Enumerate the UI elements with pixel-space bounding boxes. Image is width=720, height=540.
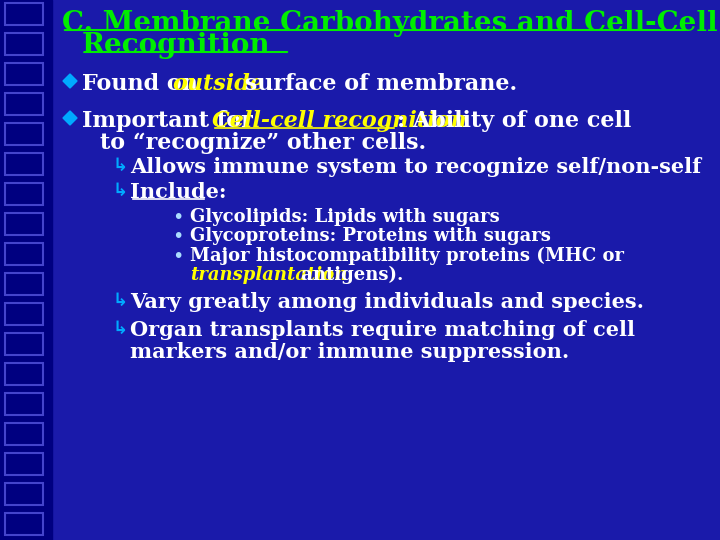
Bar — [5, 393, 43, 415]
Text: markers and/or immune suppression.: markers and/or immune suppression. — [130, 342, 570, 362]
Text: transplantation: transplantation — [190, 266, 347, 284]
Text: Organ transplants require matching of cell: Organ transplants require matching of ce… — [130, 320, 635, 340]
Text: Glycolipids: Lipids with sugars: Glycolipids: Lipids with sugars — [190, 208, 500, 226]
Text: Important for: Important for — [82, 110, 261, 132]
Text: outside: outside — [172, 73, 264, 95]
Bar — [5, 63, 43, 85]
Bar — [5, 423, 43, 445]
Text: ↳: ↳ — [112, 157, 127, 175]
Text: Glycoproteins: Proteins with sugars: Glycoproteins: Proteins with sugars — [190, 227, 551, 245]
Bar — [5, 93, 43, 115]
Text: Found on: Found on — [82, 73, 206, 95]
Bar — [5, 453, 43, 475]
Text: Cell-cell recognition: Cell-cell recognition — [212, 110, 467, 132]
Bar — [5, 3, 43, 25]
Text: Major histocompatibility proteins (MHC or: Major histocompatibility proteins (MHC o… — [190, 247, 624, 265]
Text: Allows immune system to recognize self/non-self: Allows immune system to recognize self/n… — [130, 157, 701, 177]
Bar — [0, 0, 52, 540]
Bar — [5, 123, 43, 145]
Bar — [5, 213, 43, 235]
Text: ↳: ↳ — [112, 292, 127, 310]
Bar — [5, 183, 43, 205]
Text: C. Membrane Carbohydrates and Cell-Cell: C. Membrane Carbohydrates and Cell-Cell — [62, 10, 718, 37]
Bar — [5, 483, 43, 505]
Bar — [5, 333, 43, 355]
Text: ↳: ↳ — [112, 182, 127, 200]
Text: antigens).: antigens). — [295, 266, 403, 284]
Polygon shape — [63, 111, 77, 125]
Text: to “recognize” other cells.: to “recognize” other cells. — [100, 132, 426, 154]
Text: •: • — [172, 208, 184, 227]
Text: Vary greatly among individuals and species.: Vary greatly among individuals and speci… — [130, 292, 644, 312]
Text: ↳: ↳ — [112, 320, 127, 338]
Text: Include:: Include: — [130, 182, 227, 202]
Bar — [5, 243, 43, 265]
Bar — [5, 153, 43, 175]
Bar — [5, 273, 43, 295]
Polygon shape — [63, 74, 77, 88]
Text: : Ability of one cell: : Ability of one cell — [397, 110, 631, 132]
Text: surface of membrane.: surface of membrane. — [237, 73, 517, 95]
Bar — [5, 33, 43, 55]
Text: •: • — [172, 247, 184, 266]
Bar — [5, 513, 43, 535]
Bar — [5, 303, 43, 325]
Bar — [5, 363, 43, 385]
Text: •: • — [172, 227, 184, 246]
Text: Recognition: Recognition — [82, 32, 271, 59]
